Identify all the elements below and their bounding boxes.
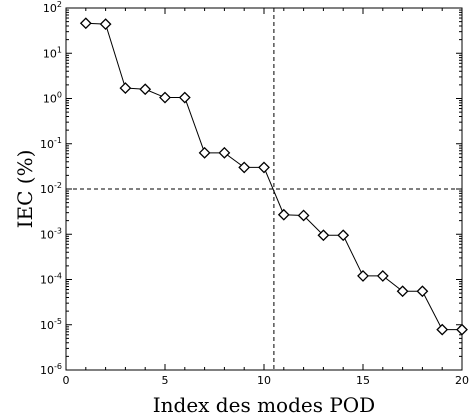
- y-tick-exponent: -6: [54, 362, 62, 371]
- x-tick-label: 0: [63, 374, 70, 387]
- y-tick-exponent: -4: [54, 272, 62, 281]
- y-tick-exponent: -2: [54, 181, 62, 190]
- y-tick-exponent: 0: [57, 91, 62, 100]
- y-tick-label: 10-4: [40, 272, 62, 287]
- data-point-marker: [416, 285, 429, 298]
- data-point-marker: [238, 161, 251, 174]
- y-tick-label: 10-5: [40, 317, 62, 332]
- x-axis-title: Index des modes POD: [153, 393, 375, 417]
- data-point-marker: [277, 208, 290, 221]
- y-axis-title: IEC (%): [13, 150, 37, 229]
- data-point-marker: [258, 161, 270, 174]
- data-point-marker: [178, 91, 191, 104]
- data-point-marker: [317, 229, 330, 242]
- y-tick-label: 10-2: [40, 181, 62, 196]
- y-tick-label: 102: [43, 0, 62, 15]
- y-tick-label: 100: [43, 91, 62, 106]
- y-tick-exponent: -1: [54, 136, 62, 145]
- y-tick-label: 10-3: [40, 226, 62, 241]
- data-point-marker: [159, 91, 171, 104]
- y-tick-label: 10-1: [40, 136, 62, 151]
- y-tick-label: 10-6: [40, 362, 62, 377]
- x-tick-label: 5: [162, 374, 169, 387]
- data-point-marker: [139, 83, 152, 96]
- y-tick-base: 10: [40, 319, 54, 332]
- x-tick-label: 10: [257, 374, 271, 387]
- y-tick-base: 10: [40, 274, 54, 287]
- y-tick-base: 10: [40, 183, 54, 196]
- data-point-marker: [376, 269, 389, 282]
- y-tick-base: 10: [43, 93, 57, 106]
- data-point-marker: [436, 323, 449, 336]
- y-tick-base: 10: [43, 2, 57, 15]
- data-point-marker: [79, 17, 92, 30]
- y-tick-base: 10: [40, 138, 54, 151]
- series-group: [79, 17, 468, 336]
- x-axis-ticks: 0 5 10 15 20: [63, 8, 469, 387]
- reference-lines: [66, 8, 462, 370]
- y-tick-base: 10: [40, 364, 54, 377]
- data-point-marker: [357, 269, 369, 282]
- y-tick-exponent: -5: [54, 317, 62, 326]
- y-tick-base: 10: [43, 47, 57, 60]
- data-point-marker: [99, 18, 112, 31]
- y-tick-label: 101: [43, 45, 62, 60]
- data-point-marker: [119, 82, 132, 94]
- data-point-marker: [297, 209, 310, 222]
- x-tick-label: 20: [455, 374, 469, 387]
- x-tick-label: 15: [356, 374, 370, 387]
- y-tick-exponent: -3: [54, 226, 62, 235]
- data-point-marker: [218, 146, 231, 159]
- data-point-marker: [198, 146, 211, 159]
- y-tick-base: 10: [40, 228, 54, 241]
- data-point-marker: [396, 285, 409, 298]
- data-point-marker: [456, 323, 468, 336]
- data-point-marker: [337, 229, 350, 242]
- y-tick-exponent: 1: [57, 45, 62, 54]
- y-tick-exponent: 2: [57, 0, 62, 9]
